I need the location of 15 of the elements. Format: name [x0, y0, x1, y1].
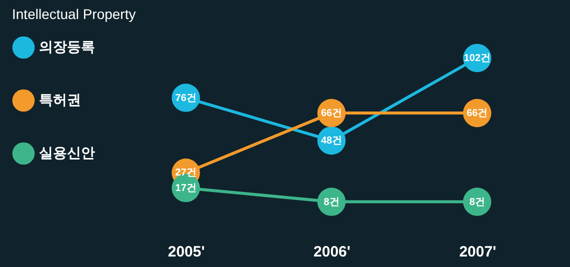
data-label: 76건 — [175, 92, 196, 104]
data-label: 8건 — [469, 196, 485, 208]
data-label: 66건 — [466, 108, 488, 120]
x-tick-label: 2005' — [168, 244, 205, 260]
legend-label: 특허권 — [39, 92, 81, 108]
x-tick-label: 2007' — [459, 244, 496, 260]
legend-label: 실용신안 — [39, 144, 95, 160]
data-label: 17건 — [175, 183, 196, 194]
data-label: 102건 — [464, 53, 491, 64]
x-tick-label: 2006' — [314, 244, 350, 260]
data-label: 66건 — [320, 108, 342, 120]
data-label: 48건 — [320, 136, 342, 147]
chart-title: Intellectual Property — [12, 6, 136, 22]
legend-label: 의장등록 — [39, 38, 95, 54]
data-label: 8건 — [324, 196, 340, 208]
